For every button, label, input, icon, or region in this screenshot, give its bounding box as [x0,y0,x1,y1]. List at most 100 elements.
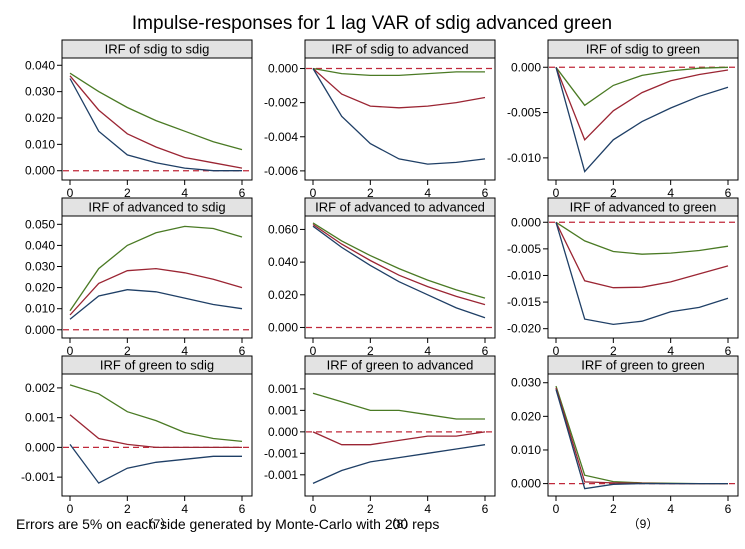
y-tick-label: -0.002 [264,96,298,110]
panel-number-label: （7） [142,517,173,531]
plot-frame [304,215,496,339]
y-tick-label: 0.010 [511,443,541,457]
series-upper-line [69,72,243,151]
series-upper-line [555,221,729,255]
y-tick-label: 0.040 [25,58,55,72]
y-tick-label: -0.015 [507,295,541,309]
x-tick-label: 0 [310,186,317,200]
x-tick-label: 6 [725,186,732,200]
x-tick-label: 2 [124,502,131,516]
x-tick-label: 6 [239,186,246,200]
y-tick-label: -0.001 [264,446,298,460]
y-tick-label: 0.040 [268,255,298,269]
x-tick-label: 4 [424,186,431,200]
x-tick-label: 2 [367,344,374,358]
series-lower-line [69,78,242,172]
y-tick-label: 0.000 [25,164,55,178]
y-tick-label: 0.000 [25,323,55,337]
plot-frame [547,215,739,339]
y-tick-label: 0.030 [25,260,55,274]
x-tick-label: 4 [424,344,431,358]
series-lower-line [555,67,729,173]
panel-title: IRF of sdig to green [586,42,700,57]
x-tick-label: 6 [482,502,489,516]
series-irf-line [69,75,243,169]
x-tick-label: 0 [67,344,74,358]
panel-number-label: （8） [385,517,416,531]
y-tick-label: 0.001 [268,403,298,417]
x-tick-label: 4 [667,186,674,200]
x-tick-label: 2 [367,502,374,516]
irf-panel-2: IRF of sdig to advanced 0.000 -0.002 -0.004… [264,39,496,215]
panel-title: IRF of green to green [581,358,705,373]
plot-frame [61,57,253,181]
y-tick-label: 0.010 [25,302,55,316]
irf-panel-9: IRF of green to green 0.000 0.010 0.020 0.03… [511,355,739,531]
y-tick-label: -0.001 [21,470,55,484]
x-tick-label: 6 [482,186,489,200]
x-tick-label: 4 [181,344,188,358]
y-tick-label: 0.050 [25,217,55,231]
series-lower-line [312,225,486,319]
series-upper-line [69,225,243,312]
y-tick-label: -0.001 [264,468,298,482]
x-tick-label: 0 [553,344,560,358]
irf-panel-3: IRF of sdig to green 0.000 -0.005 -0.010 0 2 4… [507,39,739,215]
x-tick-label: 0 [67,502,74,516]
y-tick-label: 0.040 [25,238,55,252]
x-tick-label: 2 [367,186,374,200]
y-tick-label: 0.010 [25,137,55,151]
series-lower-line [69,444,242,484]
plot-frame [61,215,253,339]
y-tick-label: 0.001 [25,411,55,425]
x-tick-label: 2 [124,344,131,358]
x-tick-label: 2 [610,344,617,358]
x-tick-label: 4 [181,186,188,200]
x-tick-label: 4 [424,502,431,516]
x-tick-label: 0 [310,502,317,516]
series-lower-line [69,289,243,320]
plot-frame [61,373,253,497]
x-tick-label: 6 [239,344,246,358]
x-tick-label: 4 [181,502,188,516]
irf-panel-1: IRF of sdig to sdig 0.000 0.010 0.020 0.030 0… [25,39,253,215]
y-tick-label: 0.000 [511,215,541,229]
irf-panel-6: IRF of advanced to green 0.000 -0.005 -0.01… [507,197,739,373]
irf-panel-7: IRF of green to sdig 0.002 0.001 0.000 -0.00… [21,355,253,531]
series-upper-line [69,384,243,443]
y-tick-label: 0.000 [511,477,541,491]
plot-frame [547,57,739,181]
panel-number-label: （9） [628,517,659,531]
y-tick-label: -0.020 [507,322,541,336]
y-tick-label: 0.020 [268,288,298,302]
y-tick-label: 0.001 [268,382,298,396]
plot-frame [547,373,739,497]
x-tick-label: 4 [667,344,674,358]
panel-title: IRF of sdig to sdig [105,42,210,57]
series-irf-line [312,431,486,446]
y-tick-label: -0.006 [264,164,298,178]
y-tick-label: 0.020 [25,281,55,295]
y-tick-label: 0.000 [25,440,55,454]
figure-title: Impulse-responses for 1 lag VAR of sdig … [132,13,612,34]
series-upper-line [312,392,485,420]
irf-panel-4: IRF of advanced to sdig 0.000 0.010 0.020 0.… [25,197,253,373]
panel-title: IRF of green to advanced [327,358,474,373]
series-irf-line [312,223,486,306]
panel-title: IRF of advanced to advanced [315,200,485,215]
y-tick-label: 0.020 [511,409,541,423]
y-tick-label: 0.030 [511,376,541,390]
x-tick-label: 4 [667,502,674,516]
x-tick-label: 2 [610,186,617,200]
y-tick-label: -0.004 [264,130,298,144]
series-irf-line [69,267,243,316]
irf-panel-5: IRF of advanced to advanced 0.000 0.020 0.0… [268,197,496,373]
y-tick-label: 0.000 [268,320,298,334]
panel-title: IRF of advanced to green [570,200,717,215]
y-tick-label: -0.005 [507,242,541,256]
x-tick-label: 0 [553,186,560,200]
figure-note: Errors are 5% on each side generated by … [16,516,440,532]
x-tick-label: 6 [239,502,246,516]
series-irf-line [312,68,486,109]
